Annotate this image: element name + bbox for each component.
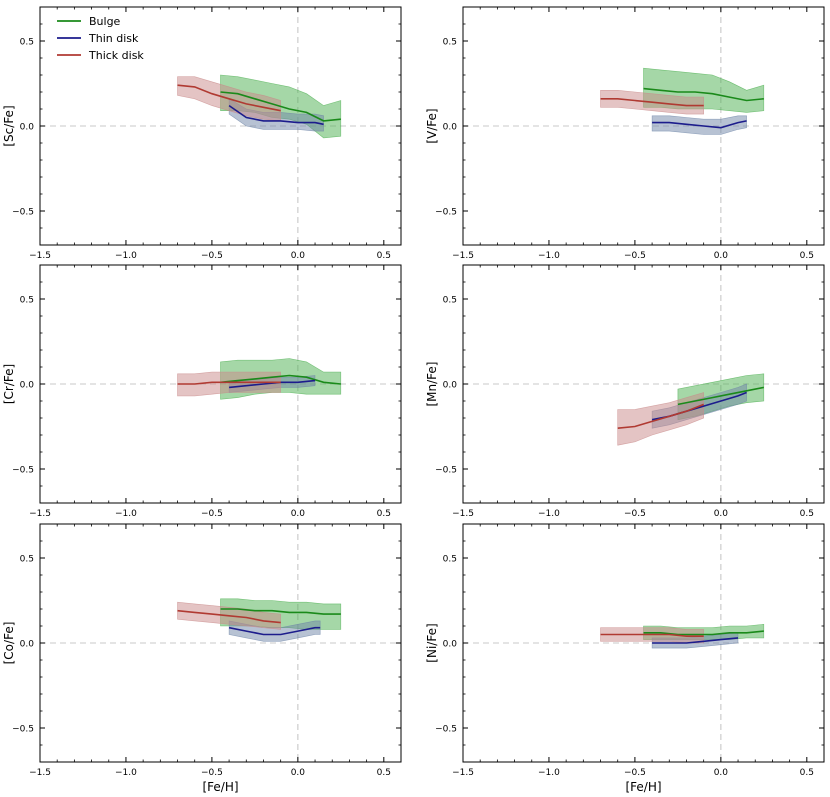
bulge-line (220, 374, 341, 385)
y-tick-label: 0.0 (20, 381, 35, 391)
y-tick-label: 0.5 (443, 555, 457, 565)
thick-disk-band (177, 371, 281, 397)
x-tick-label: −1.0 (538, 251, 560, 261)
x-axis-label: [Fe/H] (625, 780, 661, 794)
y-tick-label: 0.0 (443, 123, 458, 133)
panel-1: −1.5 −1.0 −0.5 0.0 0.5 −0.5 0.0 0.5 [Sc/Fe] Bulge… (2, 6, 402, 261)
x-tick-label: −1.0 (538, 509, 560, 519)
bulge-line (220, 91, 341, 122)
y-tick-label: −0.5 (435, 725, 457, 735)
y-tick-label: 0.5 (20, 296, 34, 306)
legend-label-bulge: Bulge (89, 15, 121, 28)
x-tick-label: −0.5 (201, 251, 223, 261)
y-axis-label: [Ni/Fe] (425, 623, 439, 662)
x-tick-label: 0.0 (291, 251, 306, 261)
y-tick-label: −0.5 (435, 466, 457, 476)
thick-disk-line (600, 98, 704, 107)
y-tick-label: −0.5 (435, 208, 457, 218)
x-tick-label: −1.5 (452, 509, 474, 519)
x-tick-label: −1.0 (115, 509, 137, 519)
x-tick-label: −1.0 (115, 251, 137, 261)
thin-disk-line (228, 626, 321, 636)
thin-disk-line (652, 120, 747, 129)
y-tick-label: 0.5 (443, 38, 457, 48)
bulge-line (220, 608, 341, 615)
y-tick-label: 0.5 (20, 38, 34, 48)
x-tick-label: −1.5 (29, 251, 51, 261)
thick-disk-band (600, 627, 704, 644)
y-axis-label: [Cr/Fe] (2, 364, 16, 404)
y-axis-label: [V/Fe] (425, 108, 439, 143)
panel-5: −1.5 −1.0 −0.5 0.0 0.5 −0.5 0.0 0.5 [Co/Fe] [Fe/H… (2, 523, 402, 794)
x-tick-label: −1.5 (29, 768, 51, 778)
y-tick-label: −0.5 (12, 725, 34, 735)
panel-4: −1.5 −1.0 −0.5 0.0 0.5 −0.5 0.0 0.5 [Mn/Fe] (425, 264, 825, 519)
x-tick-label: 0.5 (377, 768, 391, 778)
x-tick-label: 0.0 (714, 251, 729, 261)
x-tick-label: 0.0 (714, 768, 729, 778)
thick-disk-line (177, 84, 281, 112)
panel-2: −1.5 −1.0 −0.5 0.0 0.5 −0.5 0.0 0.5 [V/Fe] (425, 6, 825, 261)
x-tick-label: 0.5 (800, 509, 814, 519)
x-tick-label: 0.5 (800, 768, 814, 778)
thin-disk-line (229, 379, 316, 389)
x-axis-label: [Fe/H] (202, 780, 238, 794)
panel-3: −1.5 −1.0 −0.5 0.0 0.5 −0.5 0.0 0.5 [Cr/Fe] (2, 264, 402, 519)
x-tick-label: −0.5 (624, 768, 646, 778)
x-tick-label: 0.0 (291, 509, 306, 519)
x-tick-label: −0.5 (624, 509, 646, 519)
y-axis-label: [Mn/Fe] (425, 362, 439, 407)
y-axis-label: [Sc/Fe] (2, 105, 16, 146)
thick-disk-line (617, 403, 704, 429)
panel-6: −1.5 −1.0 −0.5 0.0 0.5 −0.5 0.0 0.5 [Ni/Fe] [Fe/H… (425, 523, 825, 794)
y-axis-label: [Co/Fe] (2, 622, 16, 665)
x-tick-label: −0.5 (201, 768, 223, 778)
y-tick-label: 0.0 (443, 381, 458, 391)
x-tick-label: −0.5 (624, 251, 646, 261)
thick-disk-line (600, 633, 704, 638)
x-tick-label: −1.5 (29, 509, 51, 519)
legend: Bulge Thin disk Thick disk (57, 15, 144, 62)
y-tick-label: −0.5 (12, 208, 34, 218)
x-tick-label: 0.5 (377, 251, 391, 261)
legend-label-thick-disk: Thick disk (88, 49, 144, 62)
y-tick-label: 0.0 (20, 123, 35, 133)
y-tick-label: 0.0 (20, 640, 35, 650)
y-tick-label: −0.5 (12, 466, 34, 476)
x-tick-label: −1.0 (538, 768, 560, 778)
y-tick-label: 0.5 (443, 296, 457, 306)
thin-disk-line (228, 104, 324, 126)
x-tick-label: 0.0 (714, 509, 729, 519)
y-tick-label: 0.0 (443, 640, 458, 650)
thick-disk-line (177, 609, 281, 624)
legend-label-thin-disk: Thin disk (88, 32, 139, 45)
x-tick-label: 0.5 (800, 251, 814, 261)
x-tick-label: −1.5 (452, 251, 474, 261)
x-tick-label: −0.5 (201, 509, 223, 519)
thick-disk-line (177, 381, 281, 385)
x-tick-label: 0.5 (377, 509, 391, 519)
bulge-line (643, 630, 764, 636)
x-tick-label: −1.0 (115, 768, 137, 778)
y-tick-label: 0.5 (20, 555, 34, 565)
bulge-line (643, 87, 764, 102)
bulge-line (677, 386, 764, 406)
thin-disk-line (652, 637, 739, 644)
x-tick-label: −1.5 (452, 768, 474, 778)
x-tick-label: 0.0 (291, 768, 306, 778)
